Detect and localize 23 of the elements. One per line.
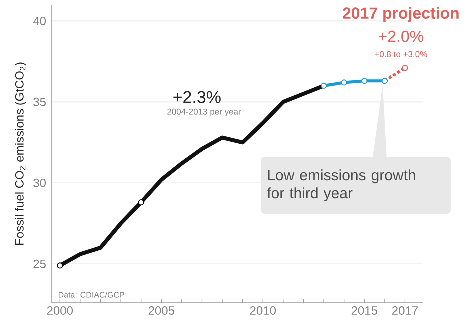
point bbox=[320, 82, 328, 90]
annotation: +2.3% bbox=[174, 91, 221, 104]
annotation: Low emissions growth for third year bbox=[267, 170, 416, 202]
x-tick-label: 2010 bbox=[250, 306, 276, 316]
x-tick-label: 2015 bbox=[352, 306, 378, 316]
point bbox=[402, 65, 408, 72]
x-tick-label: 2005 bbox=[148, 306, 174, 316]
annotation: 2004-2013 per year bbox=[168, 108, 242, 117]
annotation: Data: CDIAC/GCP bbox=[58, 292, 124, 298]
point bbox=[138, 200, 144, 206]
x-tick-label: 2017 bbox=[392, 306, 418, 316]
y-tick-label: 25 bbox=[34, 260, 46, 268]
x-tick-label: 2000 bbox=[47, 306, 74, 316]
y-tick-label: 35 bbox=[34, 98, 46, 106]
point bbox=[57, 262, 64, 269]
annotation: +2.0% bbox=[379, 30, 424, 42]
y-tick-label: 40 bbox=[33, 16, 46, 26]
y-axis-title: Fossil fuel CO$_{2}$ emissions (GtCO$_{2}$) bbox=[15, 62, 26, 245]
annotation: 2017 projection bbox=[343, 7, 459, 22]
y-tick-label: 30 bbox=[34, 178, 46, 188]
annotation: +0.8 to +3.0% bbox=[375, 51, 428, 58]
point bbox=[362, 78, 368, 84]
point bbox=[341, 80, 348, 86]
